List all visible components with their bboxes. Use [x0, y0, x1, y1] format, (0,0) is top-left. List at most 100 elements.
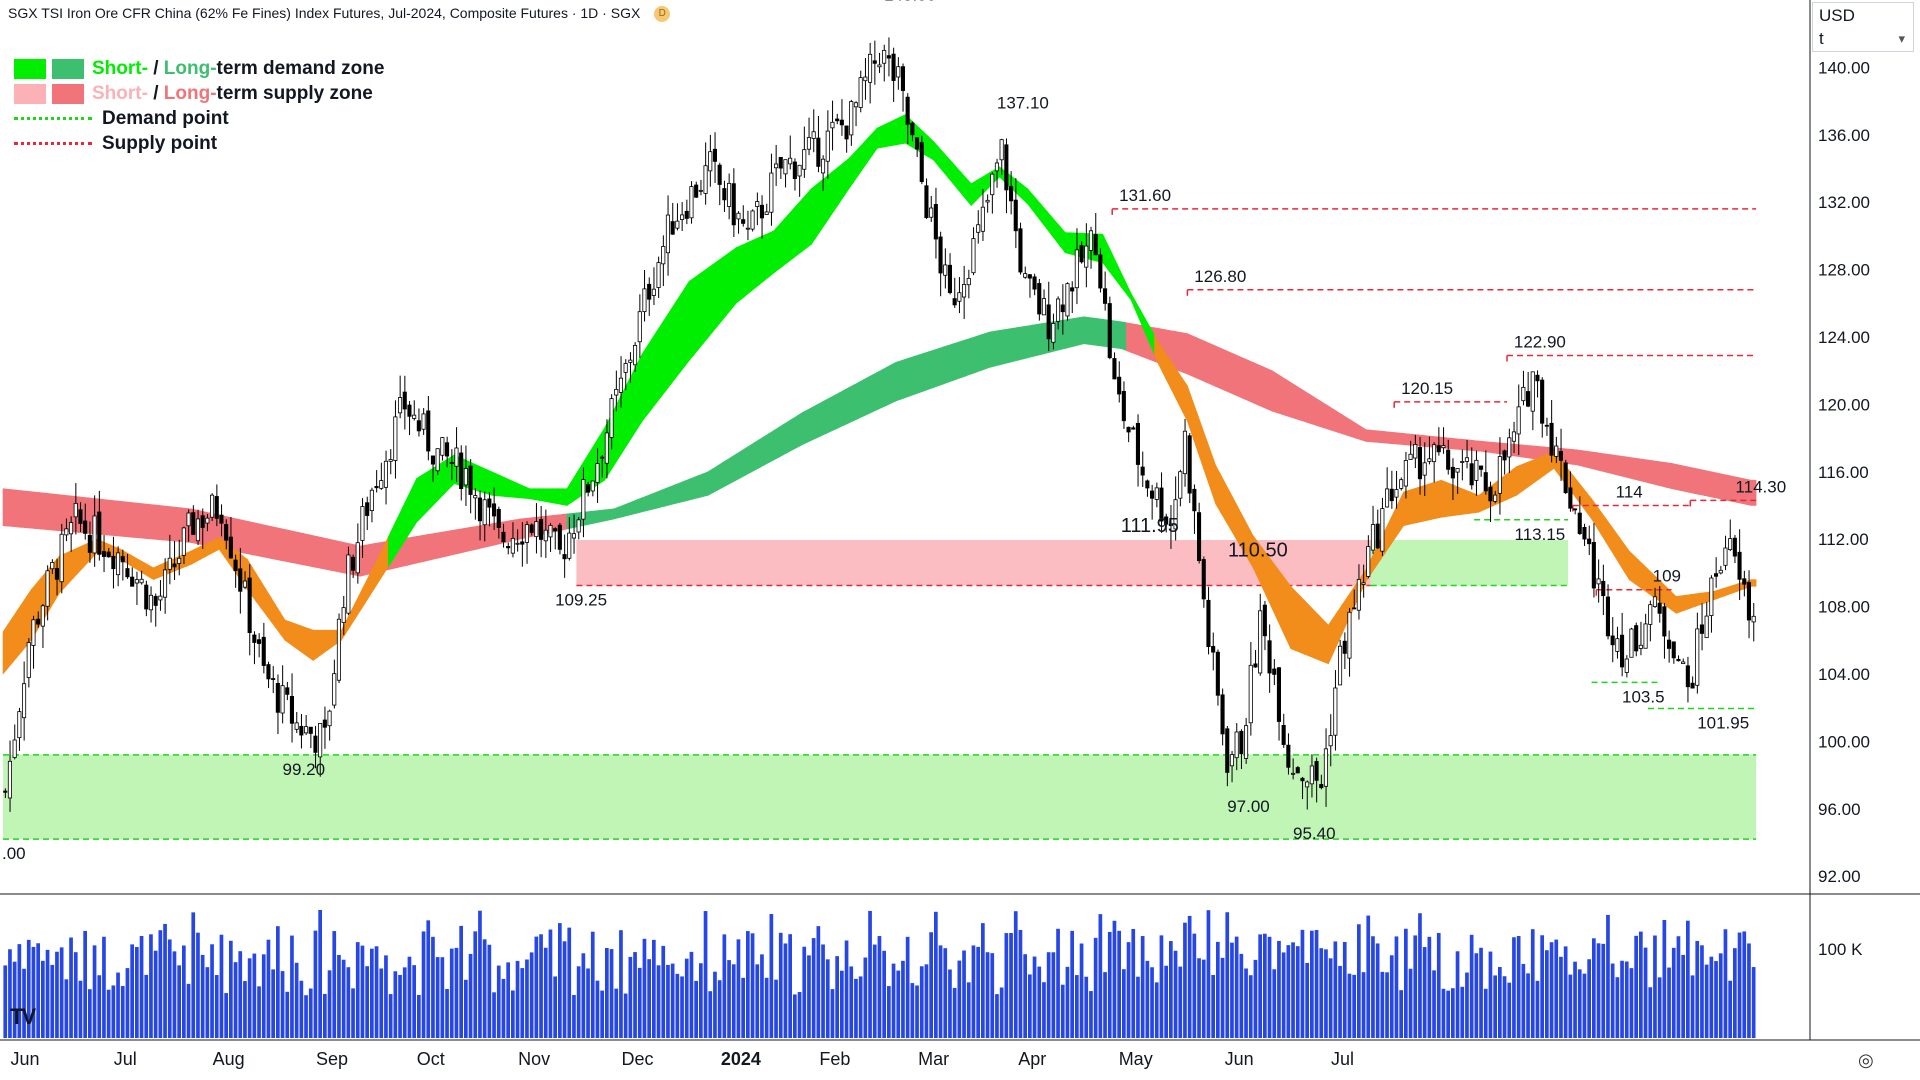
long-term-band-segment — [247, 520, 253, 556]
short-term-band-segment — [439, 460, 446, 499]
short-term-band-segment — [16, 602, 23, 658]
short-term-band-segment — [1017, 180, 1024, 201]
long-term-band-segment — [1220, 347, 1226, 391]
candle-body — [557, 524, 562, 550]
short-term-band-segment — [186, 550, 192, 567]
volume-bar — [1310, 930, 1314, 1038]
candle-body — [1192, 488, 1197, 512]
long-term-band-segment — [1032, 323, 1038, 358]
short-term-band-segment — [1544, 453, 1550, 476]
volume-bar — [1206, 910, 1211, 1038]
volume-bar — [633, 952, 637, 1038]
candle-body — [759, 204, 764, 219]
short-term-band-segment — [660, 316, 667, 398]
long-term-band-segment — [655, 489, 662, 509]
long-term-band-segment — [895, 360, 902, 402]
long-term-band-segment — [1666, 462, 1672, 490]
candle-body — [849, 101, 854, 136]
candle-body — [17, 711, 22, 739]
candle-body — [1399, 479, 1404, 489]
long-term-band-segment — [933, 348, 939, 388]
volume-bar — [1131, 928, 1136, 1038]
volume-bar — [1192, 933, 1197, 1038]
short-term-band-segment — [1314, 609, 1320, 661]
volume-bar — [1371, 936, 1375, 1038]
short-term-band-segment — [688, 277, 695, 362]
volume-bar — [525, 959, 529, 1038]
candle-body — [1098, 254, 1103, 289]
long-term-band-segment — [1346, 417, 1353, 438]
short-term-band-segment — [1027, 187, 1033, 211]
long-demand-swatch — [52, 58, 84, 79]
volume-bar — [797, 992, 802, 1038]
short-term-band-segment — [1690, 593, 1696, 609]
candle-body — [1253, 663, 1258, 668]
short-term-band-segment — [576, 464, 582, 500]
volume-bar — [1267, 936, 1272, 1038]
candle-body — [811, 131, 816, 139]
candle-body — [529, 524, 534, 533]
short-term-band-segment — [923, 131, 930, 158]
long-term-band-segment — [702, 471, 709, 497]
candle-body — [1582, 526, 1587, 540]
short-term-band-segment — [1699, 592, 1705, 606]
short-term-band-segment — [350, 602, 356, 627]
candle-body — [1121, 390, 1126, 422]
long-term-band-segment — [1309, 393, 1315, 426]
candle-body — [882, 49, 887, 64]
volume-bar — [830, 989, 835, 1038]
currency-unit-selector[interactable]: USD t ▾ — [1812, 2, 1914, 52]
delayed-data-badge[interactable]: D — [654, 6, 671, 23]
short-term-band-segment — [294, 622, 300, 651]
short-term-band-segment — [1064, 232, 1071, 255]
candle-body — [7, 760, 13, 799]
volume-bar — [1380, 971, 1385, 1038]
volume-bar — [1643, 947, 1648, 1038]
candle-body — [858, 77, 863, 108]
gear-icon[interactable]: ◎ — [1858, 1050, 1874, 1070]
volume-bar — [318, 910, 322, 1038]
long-term-band-segment — [139, 502, 145, 539]
volume-bar — [135, 947, 139, 1038]
long-term-band-segment — [171, 506, 178, 542]
candle-body — [1135, 422, 1141, 465]
price-tick-label: 104.00 — [1818, 665, 1870, 684]
short-term-band-segment — [157, 563, 164, 579]
volume-bar — [431, 936, 435, 1038]
candle-body — [294, 722, 299, 730]
volume-bar — [1606, 914, 1610, 1038]
short-term-band-segment — [1473, 493, 1480, 514]
candle-body — [727, 182, 732, 207]
short-term-band-segment — [1596, 504, 1602, 536]
volume-bar — [1342, 941, 1347, 1038]
long-term-band-segment — [745, 444, 751, 476]
candle-body — [802, 149, 807, 170]
long-term-band-segment — [1657, 460, 1663, 487]
short-term-band-segment — [1704, 591, 1710, 604]
short-term-band-segment — [848, 152, 855, 190]
short-term-band-segment — [425, 469, 432, 514]
candle-body — [1681, 661, 1686, 665]
legend-supply-point-label: Supply point — [102, 132, 218, 154]
long-term-band-segment — [256, 522, 262, 557]
candle-body — [167, 557, 172, 570]
candle-body — [1262, 604, 1267, 637]
volume-bar — [938, 945, 943, 1038]
candle-body — [1746, 582, 1752, 621]
candle-body — [148, 594, 154, 611]
candle-body — [125, 568, 130, 578]
volume-bar — [182, 945, 186, 1038]
candle-body — [177, 557, 182, 564]
tradingview-logo-icon[interactable]: TV — [10, 1004, 36, 1029]
candle-body — [1751, 615, 1756, 623]
long-term-band-segment — [1332, 408, 1339, 433]
volume-bar — [1704, 964, 1709, 1038]
long-term-band-segment — [1638, 458, 1644, 482]
long-term-band-segment — [1304, 390, 1310, 424]
long-term-band-segment — [237, 518, 243, 554]
volume-bar — [990, 953, 995, 1038]
volume-bar — [1352, 974, 1356, 1038]
candle-body — [1699, 624, 1705, 634]
long-term-band-segment — [467, 526, 474, 552]
